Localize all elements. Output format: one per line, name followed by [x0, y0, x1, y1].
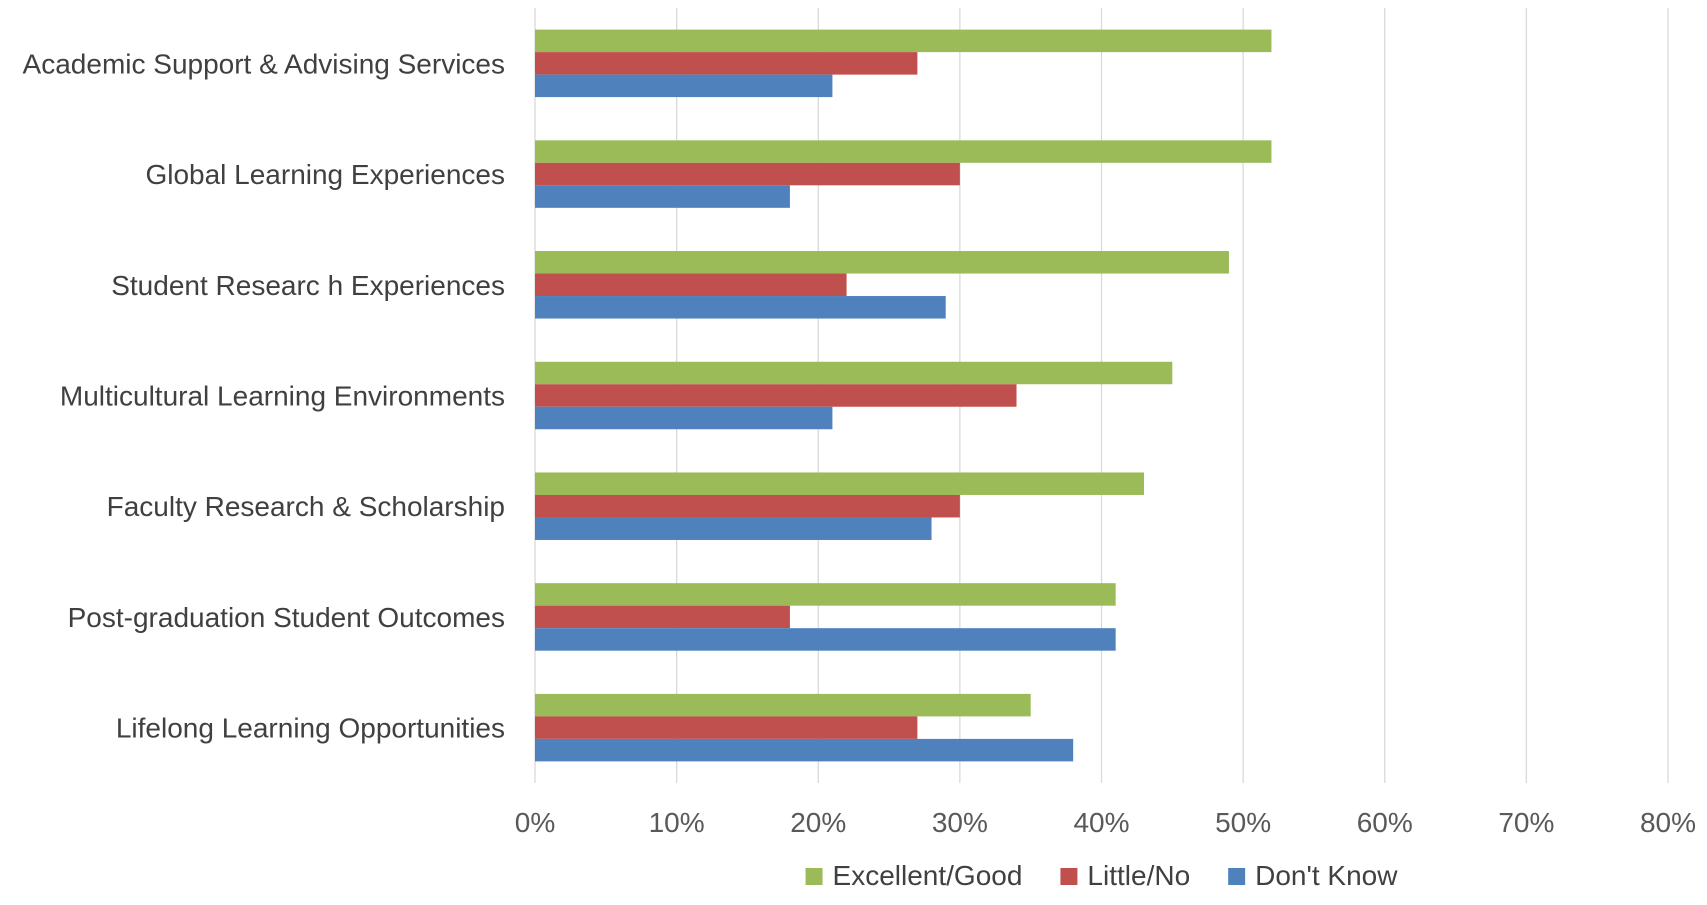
x-tick-label: 50% — [1215, 807, 1271, 838]
category-label: Academic Support & Advising Services — [23, 48, 505, 79]
category-label: Lifelong Learning Opportunities — [116, 713, 505, 744]
bar — [535, 693, 1031, 717]
bar — [535, 716, 918, 739]
x-tick-label: 0% — [515, 807, 555, 838]
bar — [535, 472, 1144, 495]
x-axis-tick-labels: 0% 10% 20% 30% 40% 50% 60% 70% 80% — [515, 807, 1696, 838]
category-labels: Academic Support & Advising Services Glob… — [23, 48, 505, 743]
category-label: Faculty Research & Scholarship — [107, 491, 505, 522]
legend-label: Little/No — [1087, 860, 1190, 891]
gridlines — [534, 8, 1669, 783]
bar — [535, 296, 946, 319]
bar — [535, 605, 790, 629]
x-tick-label: 40% — [1073, 807, 1129, 838]
legend-swatch — [1228, 868, 1246, 885]
bar — [535, 406, 833, 430]
x-tick-label: 20% — [790, 807, 846, 838]
x-tick-label: 80% — [1640, 807, 1696, 838]
x-tick-label: 30% — [932, 807, 988, 838]
bar — [535, 273, 847, 297]
bar — [535, 583, 1116, 606]
legend-swatch — [1060, 868, 1078, 885]
bar — [535, 517, 932, 540]
x-tick-label: 10% — [649, 807, 705, 838]
category-label: Student Researc h Experiences — [111, 270, 505, 301]
legend-label: Don't Know — [1255, 860, 1398, 891]
legend: Excellent/Good Little/No Don't Know — [805, 860, 1398, 891]
bar — [535, 162, 960, 186]
bar — [535, 251, 1229, 274]
bar — [535, 628, 1116, 651]
bar — [535, 52, 918, 75]
category-label: Global Learning Experiences — [145, 159, 505, 190]
category-label: Multicultural Learning Environments — [60, 381, 505, 412]
category-label: Post-graduation Student Outcomes — [68, 602, 505, 633]
bar — [535, 494, 960, 518]
legend-swatch — [805, 868, 823, 885]
bars — [535, 29, 1272, 762]
bar — [535, 384, 1017, 407]
bar — [535, 361, 1173, 385]
bar — [535, 140, 1272, 163]
bar — [535, 74, 833, 98]
bar — [535, 185, 790, 208]
bar — [535, 29, 1272, 53]
legend-label: Excellent/Good — [833, 860, 1023, 891]
x-tick-label: 70% — [1498, 807, 1554, 838]
bar — [535, 738, 1074, 762]
x-tick-label: 60% — [1357, 807, 1413, 838]
